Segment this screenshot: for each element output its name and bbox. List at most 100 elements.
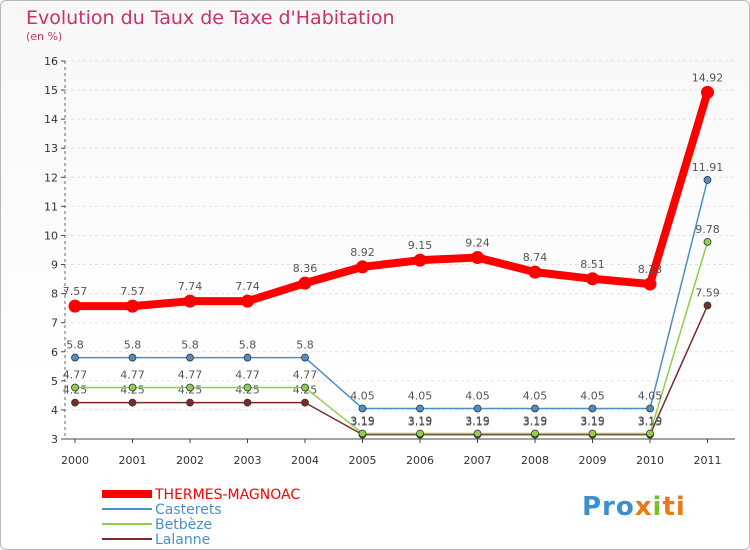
data-label: 4.05 bbox=[350, 389, 375, 402]
y-tick-label: 7 bbox=[51, 317, 58, 330]
data-point bbox=[701, 85, 714, 99]
data-point bbox=[703, 176, 712, 184]
data-point bbox=[588, 429, 597, 438]
legend-label: Betbèze bbox=[155, 517, 212, 533]
x-tick-label: 2005 bbox=[349, 454, 377, 467]
data-label: 3.15 bbox=[465, 416, 490, 429]
data-point bbox=[68, 299, 82, 313]
data-label: 3.15 bbox=[408, 416, 433, 429]
data-label: 7.57 bbox=[120, 285, 145, 298]
data-label: 7.74 bbox=[235, 280, 260, 293]
data-label: 4.05 bbox=[465, 389, 490, 402]
data-point bbox=[356, 260, 369, 274]
x-tick-label: 2004 bbox=[291, 454, 319, 467]
data-point bbox=[128, 398, 137, 407]
data-label: 3.19 bbox=[408, 414, 433, 427]
data-label: 4.77 bbox=[178, 369, 203, 382]
data-label: 5.8 bbox=[296, 339, 314, 352]
data-label: 3.19 bbox=[465, 414, 490, 427]
data-label: 3.15 bbox=[350, 416, 375, 429]
data-label: 9.15 bbox=[408, 239, 433, 252]
proxiti-logo: Proxiti bbox=[582, 492, 686, 522]
data-label: 4.05 bbox=[580, 389, 605, 402]
data-point bbox=[186, 383, 194, 392]
data-point bbox=[128, 383, 137, 392]
data-point bbox=[471, 251, 484, 265]
data-label: 4.05 bbox=[408, 389, 433, 402]
chart-subtitle: (en %) bbox=[26, 30, 62, 43]
data-point bbox=[241, 294, 254, 308]
data-point bbox=[243, 383, 252, 392]
data-point bbox=[301, 398, 309, 407]
data-point bbox=[243, 398, 252, 407]
y-tick-label: 13 bbox=[44, 142, 58, 155]
series-line bbox=[75, 241, 709, 435]
data-point bbox=[473, 404, 482, 413]
data-point bbox=[703, 301, 712, 310]
chart-title: Evolution du Taux de Taxe d'Habitation bbox=[26, 7, 395, 29]
y-tick-label: 6 bbox=[51, 346, 58, 359]
data-point bbox=[528, 265, 542, 279]
data-label: 14.92 bbox=[692, 71, 724, 84]
data-label: 3.19 bbox=[638, 414, 663, 427]
data-label: 4.77 bbox=[293, 369, 318, 382]
data-label: 8.51 bbox=[580, 258, 605, 271]
data-label: 3.19 bbox=[580, 414, 605, 427]
data-label: 7.57 bbox=[63, 285, 88, 298]
logo-part-2: x bbox=[634, 492, 653, 522]
data-label: 11.91 bbox=[692, 161, 724, 174]
data-point bbox=[301, 353, 309, 362]
x-tick-label: 2009 bbox=[579, 454, 607, 467]
x-tick-label: 2008 bbox=[521, 454, 549, 467]
data-label: 4.05 bbox=[638, 389, 663, 402]
data-point bbox=[183, 294, 197, 308]
data-label: 4.05 bbox=[523, 389, 548, 402]
data-label: 8.92 bbox=[350, 246, 375, 259]
y-tick-label: 9 bbox=[51, 259, 58, 272]
data-point bbox=[643, 277, 657, 291]
x-tick-label: 2003 bbox=[234, 454, 262, 467]
data-point bbox=[358, 404, 367, 413]
y-tick-label: 10 bbox=[44, 229, 58, 242]
data-label: 5.8 bbox=[124, 339, 142, 352]
series-line bbox=[75, 305, 709, 436]
series-lalanne: 4.254.254.254.254.253.153.153.153.153.15… bbox=[63, 287, 720, 439]
data-point bbox=[298, 276, 312, 290]
series-thermes-magnoac: 7.57 7.57 7.74 7.74 8.36 8.92 9.15 9.24 8.74 8.51… bbox=[63, 71, 724, 313]
legend-label: THERMES-MAGNOAC bbox=[154, 487, 300, 503]
y-tick-label: 16 bbox=[44, 55, 58, 68]
series-betb-ze: 4.77 4.77 4.77 4.77 4.77 3.19 3.19 3.19 3.19 3.19… bbox=[63, 223, 720, 438]
data-label: 8.74 bbox=[523, 251, 548, 264]
y-tick-label: 14 bbox=[44, 113, 58, 126]
x-tick-label: 2006 bbox=[406, 454, 434, 467]
data-point bbox=[531, 429, 539, 438]
series-line bbox=[75, 91, 712, 311]
y-tick-label: 3 bbox=[51, 433, 58, 446]
data-point bbox=[473, 429, 482, 438]
y-tick-label: 4 bbox=[51, 404, 58, 417]
data-point bbox=[646, 404, 654, 413]
data-point bbox=[358, 429, 367, 438]
data-label: 8.36 bbox=[293, 262, 318, 275]
data-point bbox=[416, 404, 424, 413]
data-label: 5.8 bbox=[239, 339, 257, 352]
data-point bbox=[71, 353, 79, 362]
data-label: 3.19 bbox=[350, 414, 375, 427]
series-layer: 4.254.254.254.254.253.153.153.153.153.15… bbox=[63, 71, 724, 439]
data-point bbox=[586, 272, 599, 286]
axes: 3 4 5 6 7 8 9 10 11 12 13 14 15 16 2000 2001 2002 2003 200… bbox=[44, 55, 735, 467]
data-label: 5.8 bbox=[181, 339, 199, 352]
data-point bbox=[588, 404, 597, 413]
logo-part-1: Pro bbox=[582, 492, 635, 522]
data-label: 3.19 bbox=[523, 414, 548, 427]
data-label: 3.15 bbox=[638, 416, 663, 429]
legend-label: Casterets bbox=[155, 502, 222, 518]
data-point bbox=[243, 353, 252, 362]
data-label: 7.59 bbox=[695, 287, 720, 300]
data-point bbox=[186, 353, 194, 362]
data-label: 9.24 bbox=[465, 237, 490, 250]
data-point bbox=[531, 404, 539, 413]
x-tick-label: 2011 bbox=[694, 454, 722, 467]
